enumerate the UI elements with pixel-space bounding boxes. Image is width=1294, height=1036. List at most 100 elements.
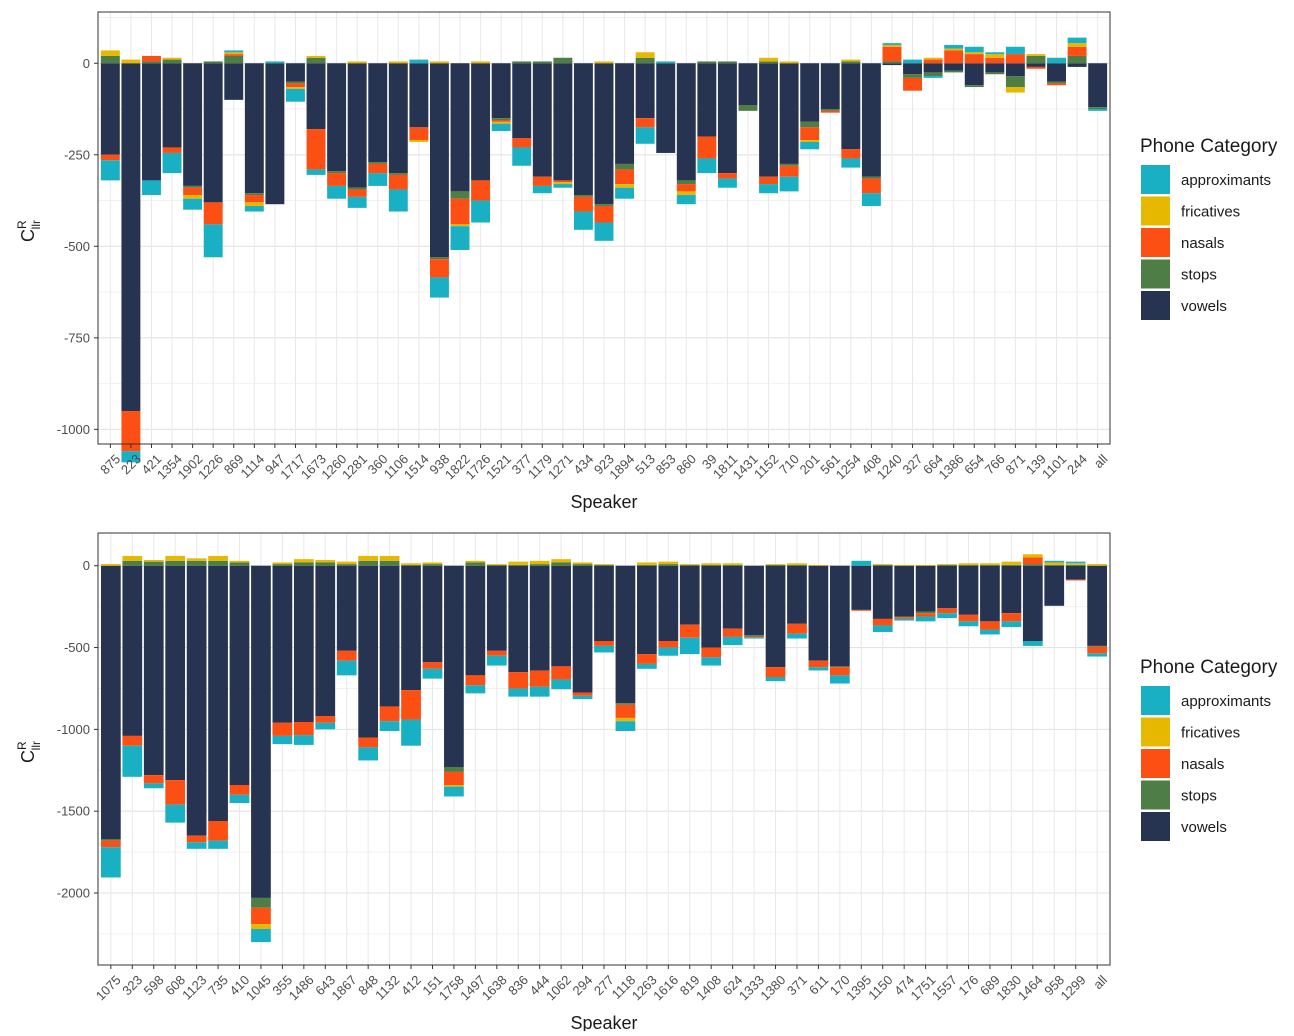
top-y-tick-label: -1000 (57, 422, 90, 437)
top-bar-fricatives-1271 (553, 182, 573, 185)
top-bar-approximants-938 (429, 277, 449, 298)
top-bar-vowels-1386 (944, 63, 964, 71)
top-y-tick-label: -750 (64, 330, 90, 345)
bottom-legend-label-fricatives: fricatives (1181, 725, 1240, 742)
bottom-bar-approximants-176 (958, 621, 979, 627)
bottom-bar-approximants-412 (401, 719, 421, 746)
top-bar-stops-39 (697, 61, 717, 64)
bottom-bar-nasals-1758 (444, 771, 464, 785)
top-bar-approximants-1811 (717, 178, 737, 188)
bottom-bar-stops-371 (787, 564, 807, 566)
top-bar-approximants-434 (573, 211, 593, 230)
bottom-bar-nasals-598 (143, 775, 164, 784)
top-bar-nasals-513 (635, 118, 655, 128)
bottom-bar-vowels-1638 (486, 565, 507, 651)
bottom-bar-nasals-1299 (1065, 579, 1086, 581)
top-y-axis-title: CRllr (15, 220, 43, 242)
top-bar-nasals-139 (1026, 66, 1046, 69)
bottom-bar-fricatives-1616 (658, 561, 679, 565)
top-y-axis-title-superscript: R (15, 220, 29, 229)
bottom-bar-approximants-151 (422, 668, 443, 679)
bottom-bar-stops-410 (229, 562, 250, 566)
bottom-bar-approximants-1751 (915, 616, 936, 622)
bottom-bar-stops-1263 (637, 564, 657, 566)
bottom-bar-fricatives-1557 (937, 564, 957, 565)
top-bar-vowels-all (1088, 63, 1108, 108)
bottom-bar-vowels-444 (529, 565, 550, 671)
top-bar-nasals-1673 (306, 129, 326, 170)
top-bar-stops-1354 (162, 59, 182, 64)
bottom-bar-nasals-323 (122, 735, 143, 746)
top-bar-approximants-1354 (162, 152, 182, 174)
top-y-tick-label: -500 (64, 239, 90, 254)
bottom-x-tick-label: 836 (505, 972, 531, 998)
bottom-bar-vowels-1118 (615, 565, 636, 704)
bottom-bar-nasals-1380 (765, 667, 786, 677)
top-bar-approximants-1106 (388, 189, 408, 212)
top-bar-vowels-869 (224, 63, 244, 100)
bottom-bar-nasals-410 (229, 785, 250, 795)
bottom-bar-approximants-1045 (251, 929, 271, 943)
top-bar-nasals-1822 (450, 198, 470, 225)
bottom-bar-fricatives-836 (508, 561, 529, 565)
bottom-bar-vowels-1486 (293, 565, 314, 722)
top-bar-fricatives-1902 (183, 195, 203, 199)
top-bar-vowels-1101 (1047, 63, 1066, 82)
top-bar-stops-513 (635, 57, 655, 64)
bottom-bar-vowels-643 (315, 565, 336, 717)
top-bar-approximants-1514 (409, 59, 429, 64)
top-legend-label-stops: stops (1181, 267, 1217, 284)
top-bar-approximants-654 (964, 46, 984, 53)
top-bar-stops-1894 (615, 163, 635, 170)
top-bar-approximants-327 (903, 59, 922, 64)
top-bar-fricatives-1717 (286, 87, 305, 89)
top-bar-nasals-1717 (286, 83, 305, 88)
top-legend-label-approximants: approximants (1181, 172, 1271, 189)
bottom-bar-nasals-1486 (293, 722, 314, 736)
top-legend-key-fricatives (1141, 196, 1170, 226)
top-bar-approximants-421 (142, 180, 161, 196)
bottom-bar-vowels-1075 (101, 565, 121, 839)
top-bar-nasals-1902 (183, 187, 203, 196)
bottom-bar-vowels-1132 (379, 565, 400, 707)
top-bar-approximants-1271 (553, 184, 573, 188)
bottom-bar-nasals-1123 (186, 835, 207, 843)
top-bar-approximants-710 (779, 176, 799, 192)
bottom-bar-approximants-1123 (186, 842, 207, 849)
top-bar-approximants-1386 (944, 44, 964, 49)
bottom-bar-nasals-1132 (379, 706, 400, 722)
bottom-bar-nasals-412 (401, 690, 421, 720)
bottom-bar-vowels-958 (1044, 565, 1065, 606)
top-bar-vowels-1673 (306, 63, 326, 130)
top-x-axis-title: Speaker (570, 492, 637, 512)
bottom-bar-fricatives-608 (165, 555, 186, 561)
bottom-bar-nasals-1263 (637, 654, 657, 664)
top-bar-vowels-1152 (759, 63, 779, 177)
top-bar-fricatives-1521 (491, 121, 511, 124)
top-bar-stops-871 (1005, 76, 1025, 88)
bottom-bar-stops-735 (208, 560, 228, 566)
bottom-bar-approximants-1299 (1065, 561, 1086, 564)
bottom-bar-fricatives-1263 (637, 562, 657, 565)
bottom-bar-approximants-1333 (744, 637, 764, 639)
top-legend: Phone Category approximants fricatives nasa… (1140, 136, 1278, 320)
bottom-bar-stops-1616 (658, 564, 679, 566)
bottom-bar-vowels-735 (208, 565, 228, 821)
bottom-bar-approximants-1464 (1022, 641, 1043, 646)
bottom-bar-approximants-1150 (872, 625, 893, 632)
top-bar-nasals-1254 (841, 149, 861, 159)
bottom-bar-stops-1867 (336, 564, 357, 566)
bottom-bar-vowels-all (1087, 565, 1107, 646)
bottom-bar-approximants-1263 (637, 663, 657, 669)
bottom-bar-approximants-1497 (465, 685, 486, 694)
bottom-bar-nasals-355 (272, 722, 293, 736)
top-bar-vowels-1254 (841, 63, 861, 150)
top-bar-vowels-513 (635, 63, 655, 119)
bottom-y-axis-title-superscript: R (15, 741, 29, 750)
top-legend-key-vowels (1141, 291, 1170, 320)
bottom-bar-fricatives-355 (272, 562, 293, 565)
top-bar-stops-710 (779, 163, 799, 166)
top-bar-nasals-1240 (882, 46, 902, 62)
bottom-bar-vowels-176 (958, 565, 979, 615)
top-bar-approximants-1894 (615, 187, 635, 199)
